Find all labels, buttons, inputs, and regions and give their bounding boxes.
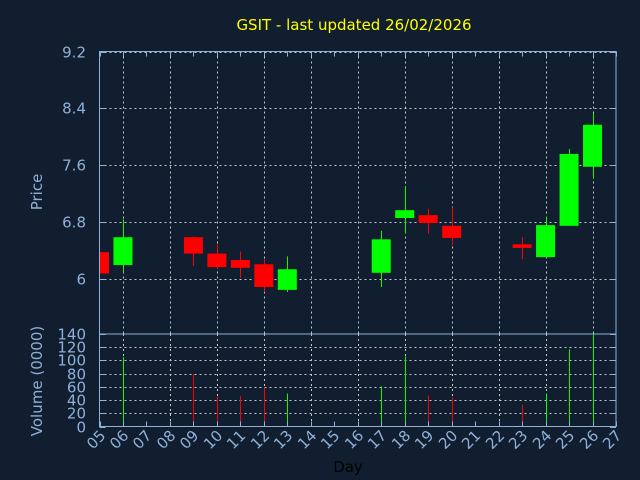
x-tick-label: 17 [364,427,390,453]
volume-tick-label: 20 [67,405,86,423]
price-axis-label: Price [28,174,46,211]
x-tick-label: 11 [223,427,249,453]
candle-body [207,253,227,268]
price-panel-frame [99,51,617,335]
x-tick-label: 21 [458,427,484,453]
x-tick-label: 07 [129,427,155,453]
x-tick-label: 23 [505,427,531,453]
volume-tick-label: 60 [67,379,86,397]
candle-body [99,252,109,274]
candle-body [254,264,274,288]
chart-title: GSIT - last updated 26/02/2026 [236,16,471,34]
volume-tick-label: 120 [57,339,86,357]
x-tick-label: 09 [176,427,202,453]
candle-body [536,225,556,258]
candle-body [371,239,391,273]
candle-body [512,244,532,248]
candle-body [418,215,438,223]
volume-axis-label: Volume (0000) [28,326,46,436]
candle-body [395,210,415,219]
candle-body [113,237,133,265]
volume-tick-label: 40 [67,392,86,410]
volume-tick-label: 0 [76,419,86,437]
marks [99,113,603,427]
price-tick-label: 6 [76,271,86,289]
price-tick-label: 9.2 [62,44,86,62]
volume-tick-label: 140 [57,326,86,344]
candle-body [277,269,297,290]
candle-body [559,153,579,226]
x-tick-label: 27 [599,427,625,453]
candle-body [442,225,462,238]
x-tick-label: 19 [411,427,437,453]
volume-tick-label: 100 [57,352,86,370]
x-tick-label: 15 [317,427,343,453]
candle-body [230,259,250,268]
volume-tick-label: 80 [67,366,86,384]
candle-body [583,124,603,167]
price-tick-label: 8.4 [62,100,86,118]
grid [99,51,616,427]
candle-body [183,237,203,254]
price-tick-label: 7.6 [62,157,86,175]
x-axis-label: Day [333,458,363,476]
price-tick-label: 6.8 [62,214,86,232]
x-tick-label: 13 [270,427,296,453]
volume-panel-frame [99,333,617,427]
x-tick-label: 25 [552,427,578,453]
